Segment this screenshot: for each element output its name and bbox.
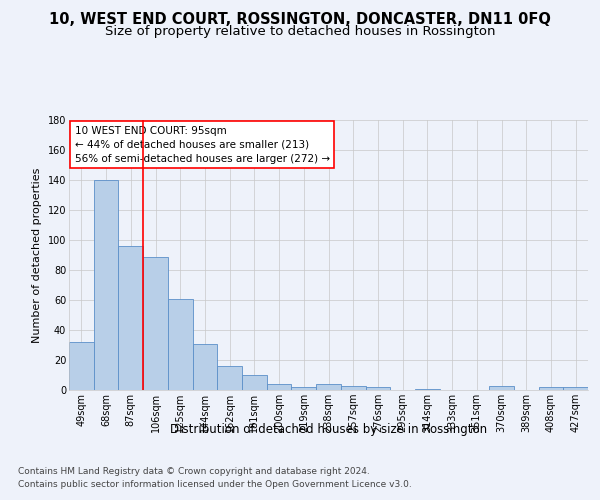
Text: Contains HM Land Registry data © Crown copyright and database right 2024.: Contains HM Land Registry data © Crown c…: [18, 468, 370, 476]
Bar: [415, 388, 440, 390]
Bar: [267, 384, 292, 390]
Bar: [489, 386, 514, 390]
Bar: [217, 366, 242, 390]
Bar: [242, 375, 267, 390]
Y-axis label: Number of detached properties: Number of detached properties: [32, 168, 42, 342]
Bar: [365, 387, 390, 390]
Bar: [316, 384, 341, 390]
Bar: [69, 342, 94, 390]
Bar: [168, 298, 193, 390]
Bar: [563, 387, 588, 390]
Text: 10 WEST END COURT: 95sqm
← 44% of detached houses are smaller (213)
56% of semi-: 10 WEST END COURT: 95sqm ← 44% of detach…: [74, 126, 329, 164]
Bar: [143, 256, 168, 390]
Text: Distribution of detached houses by size in Rossington: Distribution of detached houses by size …: [170, 422, 487, 436]
Bar: [539, 387, 563, 390]
Text: Size of property relative to detached houses in Rossington: Size of property relative to detached ho…: [105, 25, 495, 38]
Text: Contains public sector information licensed under the Open Government Licence v3: Contains public sector information licen…: [18, 480, 412, 489]
Bar: [193, 344, 217, 390]
Bar: [292, 387, 316, 390]
Bar: [94, 180, 118, 390]
Text: 10, WEST END COURT, ROSSINGTON, DONCASTER, DN11 0FQ: 10, WEST END COURT, ROSSINGTON, DONCASTE…: [49, 12, 551, 28]
Bar: [118, 246, 143, 390]
Bar: [341, 386, 365, 390]
